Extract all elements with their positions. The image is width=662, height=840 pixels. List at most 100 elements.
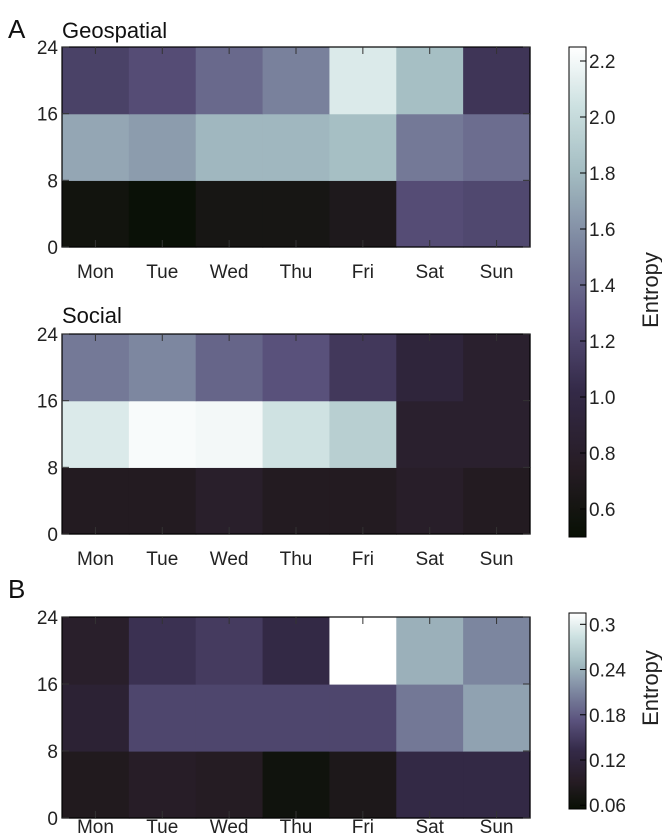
- heatmap-cell: [262, 334, 331, 402]
- x-tick-label: Tue: [146, 817, 178, 838]
- x-tick-label: Wed: [210, 817, 249, 838]
- x-tick-label: Mon: [77, 262, 114, 283]
- heatmap-cell: [463, 400, 531, 468]
- colorbar-tick-label: 1.0: [589, 388, 615, 409]
- heatmap-cell: [262, 751, 331, 819]
- heatmap-cell: [128, 334, 197, 402]
- colorbar-tick-label: 2.0: [589, 108, 615, 129]
- heatmap-cell: [463, 751, 531, 819]
- heatmap-cell: [329, 113, 397, 181]
- y-tick-label: 8: [47, 458, 58, 479]
- panel-b-heatmap: Mon Tue Wed Thu Fri Sat Sun 0 8 16 24: [37, 608, 531, 838]
- x-tick-label: Sun: [480, 549, 514, 570]
- y-tick-label: 24: [37, 325, 59, 346]
- panel-letter-a: A: [8, 14, 26, 44]
- heatmap-cell: [329, 751, 397, 819]
- x-tick-label: Thu: [280, 262, 313, 283]
- heatmap-cell: [195, 467, 264, 535]
- x-tick-label: Sun: [480, 817, 514, 838]
- colorbar-b-title: Entropy: [638, 650, 662, 726]
- heatmap-cell: [329, 180, 397, 248]
- heatmap-cell: [396, 684, 464, 752]
- heatmap-cell: [396, 47, 464, 115]
- heatmap-cell: [195, 113, 264, 181]
- y-tick-label: 0: [47, 238, 58, 259]
- heatmap-cell: [463, 617, 531, 685]
- geospatial-heatmap: Mon Tue Wed Thu Fri Sat Sun 0 8 16 24: [37, 38, 531, 283]
- x-tick-label: Fri: [352, 262, 374, 283]
- y-tick-label: 8: [47, 171, 58, 192]
- heatmap-cell: [463, 113, 531, 181]
- heatmap-cell: [262, 180, 331, 248]
- y-tick-label: 0: [47, 809, 58, 830]
- y-tick-label: 0: [47, 525, 58, 546]
- x-tick-label: Fri: [352, 549, 374, 570]
- heatmap-cell: [262, 400, 331, 468]
- heatmap-cell: [62, 113, 130, 181]
- heatmap-cell: [329, 467, 397, 535]
- x-tick-label: Tue: [146, 549, 178, 570]
- colorbar-tick-label: 1.2: [589, 332, 615, 353]
- heatmap-cell: [195, 684, 264, 752]
- colorbar-tick-label: 2.2: [589, 52, 615, 73]
- heatmap-cell: [128, 400, 197, 468]
- x-tick-label: Sun: [480, 262, 514, 283]
- y-tick-label: 24: [37, 38, 59, 59]
- heatmap-cell: [195, 400, 264, 468]
- heatmap-cell: [463, 684, 531, 752]
- heatmap-cell: [262, 617, 331, 685]
- social-title: Social: [62, 303, 122, 328]
- y-tick-label: 24: [37, 608, 59, 629]
- colorbar-tick-label: 0.3: [589, 615, 615, 636]
- colorbar-gradient: [568, 46, 587, 538]
- geospatial-title: Geospatial: [62, 18, 167, 43]
- heatmap-cell: [62, 334, 130, 402]
- colorbar-a-title: Entropy: [638, 252, 662, 328]
- colorbar-tick-label: 1.6: [589, 220, 615, 241]
- heatmap-cell: [195, 180, 264, 248]
- heatmap-cell: [262, 684, 331, 752]
- heatmap-cell: [62, 751, 130, 819]
- social-heatmap: Mon Tue Wed Thu Fri Sat Sun 0 8 16 24: [37, 325, 531, 570]
- x-tick-label: Thu: [280, 549, 313, 570]
- heatmap-cell: [62, 684, 130, 752]
- heatmap-cell: [62, 180, 130, 248]
- panel-letter-b: B: [8, 574, 25, 604]
- heatmap-cell: [396, 180, 464, 248]
- colorbar-tick-label: 0.24: [589, 661, 626, 682]
- y-tick-label: 8: [47, 742, 58, 763]
- heatmap-cell: [62, 467, 130, 535]
- colorbar-a: 0.6 0.8 1.0 1.2 1.4 1.6 1.8 2.0 2.2: [568, 46, 616, 538]
- x-tick-label: Wed: [210, 262, 249, 283]
- y-tick-label: 16: [37, 392, 58, 413]
- heatmap-cell: [262, 113, 331, 181]
- x-tick-label: Sat: [415, 549, 444, 570]
- heatmap-cell: [463, 180, 531, 248]
- heatmap-cell: [396, 467, 464, 535]
- heatmap-cell: [396, 400, 464, 468]
- heatmap-cell: [262, 467, 331, 535]
- heatmap-cell: [195, 47, 264, 115]
- y-tick-label: 16: [37, 105, 58, 126]
- colorbar-tick-label: 0.18: [589, 706, 626, 727]
- heatmap-cell: [329, 47, 397, 115]
- colorbar-tick-label: 1.4: [589, 276, 616, 297]
- x-tick-label: Tue: [146, 262, 178, 283]
- colorbar-b: 0.06 0.12 0.18 0.24 0.3: [568, 612, 626, 817]
- heatmap-cell: [329, 684, 397, 752]
- heatmap-cell: [128, 180, 197, 248]
- heatmap-cell: [262, 47, 331, 115]
- heatmap-cell: [128, 617, 197, 685]
- heatmap-cell: [128, 113, 197, 181]
- heatmap-cell: [396, 617, 464, 685]
- x-tick-label: Mon: [77, 817, 114, 838]
- x-tick-label: Wed: [210, 549, 249, 570]
- x-tick-label: Sat: [415, 817, 444, 838]
- heatmap-cell: [62, 47, 130, 115]
- heatmap-cell: [329, 400, 397, 468]
- heatmap-cell: [195, 617, 264, 685]
- heatmap-cell: [195, 751, 264, 819]
- x-tick-label: Mon: [77, 549, 114, 570]
- heatmap-cell: [396, 751, 464, 819]
